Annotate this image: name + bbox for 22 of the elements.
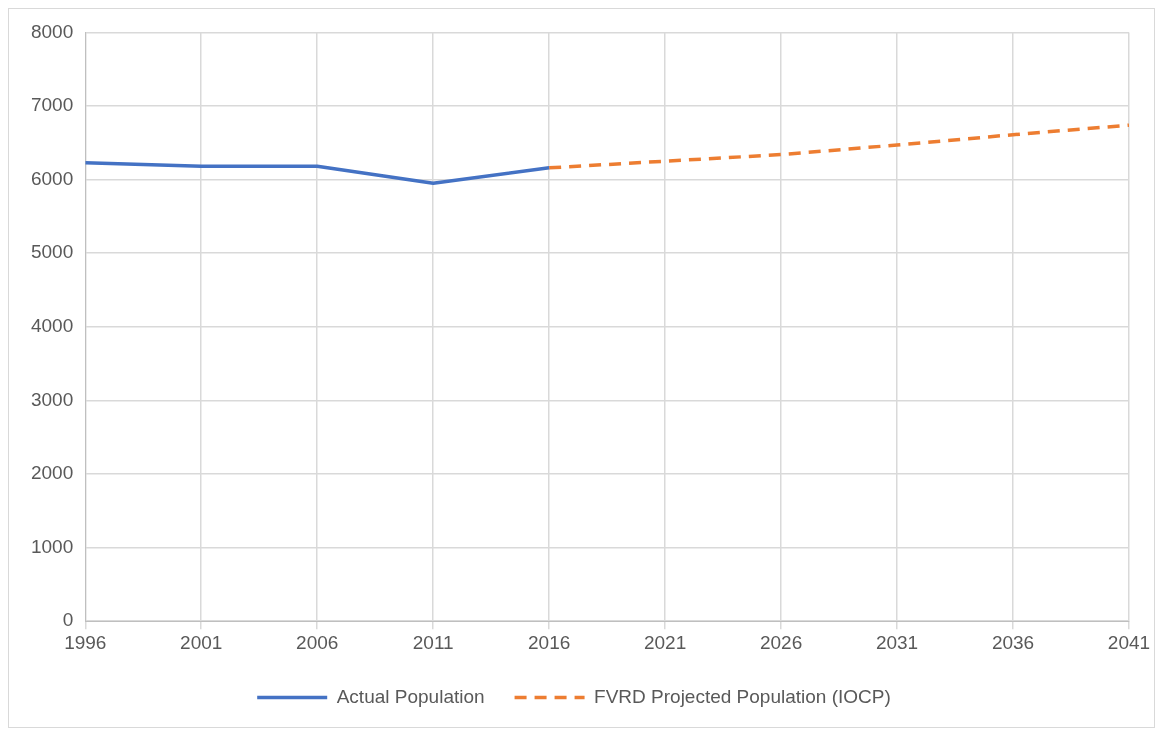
y-tick-label: 3000 — [30, 388, 74, 410]
y-tick-label: 0 — [62, 609, 74, 631]
y-tick-label: 8000 — [30, 20, 74, 42]
line-series — [547, 123, 1129, 170]
x-tick-label: 1996 — [64, 631, 107, 653]
y-tick-label: 5000 — [30, 241, 74, 263]
y-tick-label: 4000 — [30, 315, 74, 337]
x-tick-label: 2031 — [875, 631, 919, 653]
x-tick-label: 2036 — [991, 631, 1035, 653]
y-tick-label: 7000 — [30, 94, 74, 116]
x-tick-label: 2041 — [1107, 631, 1151, 653]
y-tick-label: 6000 — [30, 167, 74, 189]
x-tick-label: 2011 — [412, 631, 454, 653]
x-tick-label: 2026 — [759, 631, 803, 653]
x-tick-label: 2001 — [180, 631, 223, 653]
legend-label: Actual Population — [336, 685, 485, 707]
x-tick-label: 2021 — [643, 631, 687, 653]
y-tick-label: 2000 — [30, 462, 74, 484]
x-tick-label: 2016 — [528, 631, 571, 653]
x-tick-label: 2006 — [296, 631, 339, 653]
legend-label: FVRD Projected Population (IOCP) — [594, 685, 891, 707]
y-tick-label: 1000 — [30, 535, 74, 557]
